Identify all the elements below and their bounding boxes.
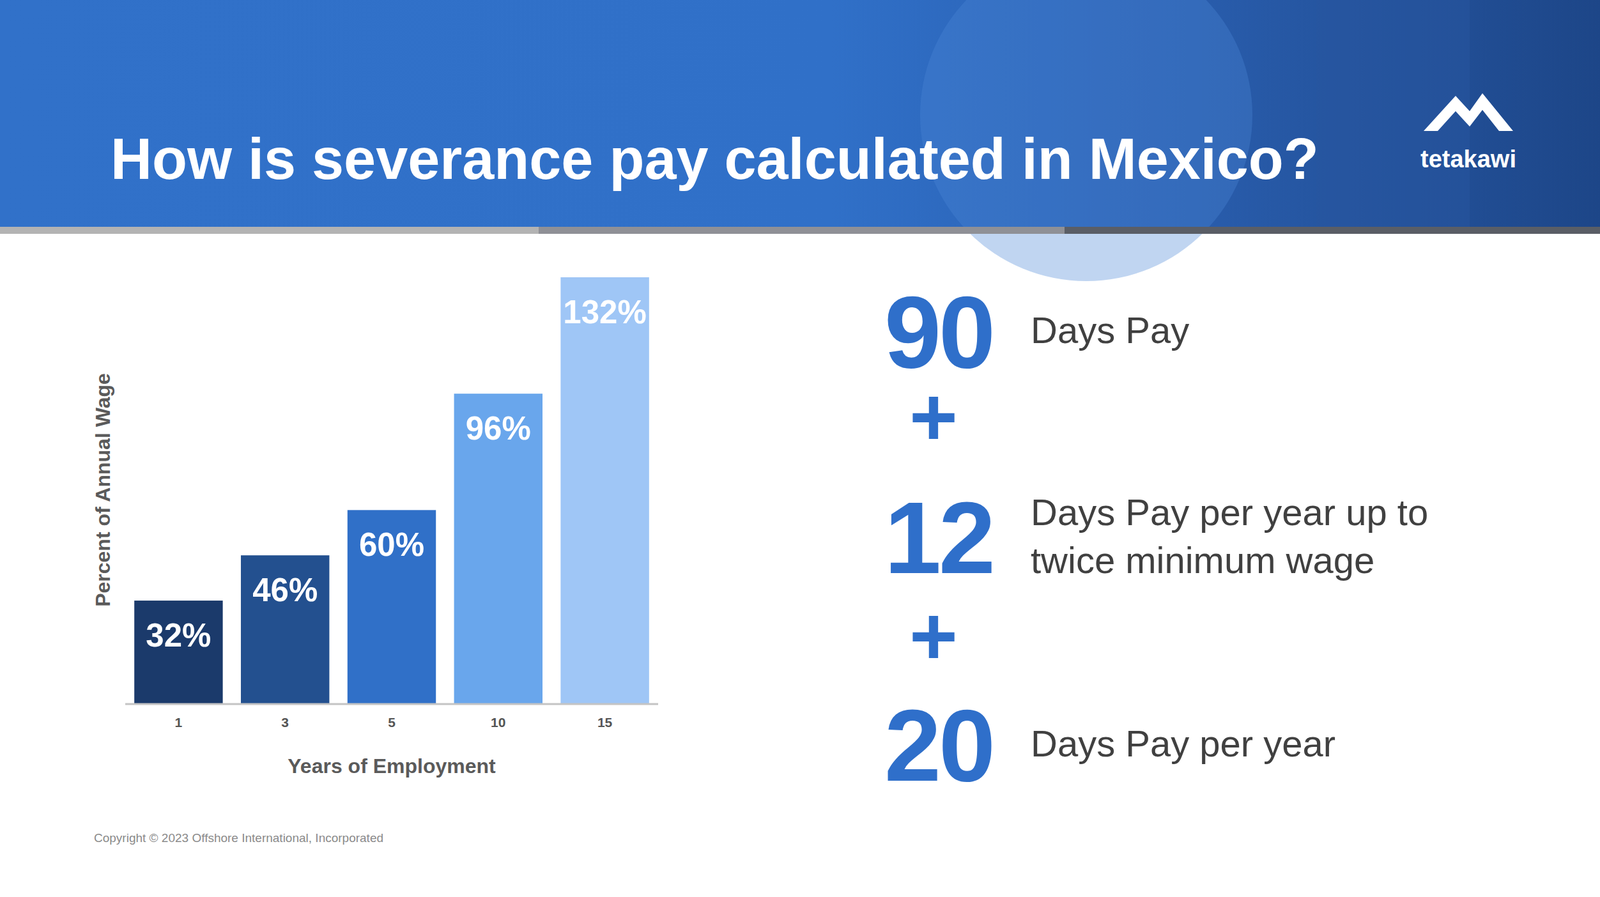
header-strip bbox=[0, 226, 539, 234]
term-text-line: Days Pay bbox=[1030, 309, 1190, 351]
title: How is severance pay calculated in Mexic… bbox=[110, 127, 1319, 192]
bars bbox=[134, 277, 650, 705]
header-band bbox=[0, 0, 1600, 227]
data-label: 32% bbox=[145, 617, 211, 654]
term-text: Days Pay bbox=[1030, 309, 1190, 351]
x-tick-label: 10 bbox=[490, 715, 506, 730]
term-text: Days Pay per year bbox=[1030, 722, 1336, 765]
logo-icon bbox=[1423, 93, 1514, 131]
operator: + bbox=[909, 589, 958, 683]
term-number: 20 bbox=[884, 688, 993, 803]
bar bbox=[134, 600, 223, 705]
x-tick-label: 5 bbox=[387, 715, 396, 730]
copyright: Copyright © 2023 Offshore International,… bbox=[93, 831, 384, 845]
x-tick-label: 3 bbox=[281, 715, 289, 730]
data-label: 46% bbox=[252, 571, 318, 609]
data-label: 60% bbox=[359, 526, 425, 563]
x-axis-line bbox=[125, 703, 659, 706]
header-strip bbox=[538, 226, 1065, 234]
operator: + bbox=[909, 369, 958, 464]
data-label: 132% bbox=[562, 293, 647, 331]
page: How is severance pay calculated in Mexic… bbox=[0, 0, 1600, 897]
bar bbox=[347, 509, 436, 705]
term-text-line: Days Pay per year bbox=[1030, 722, 1336, 765]
x-tick-label: 1 bbox=[175, 715, 183, 730]
x-tick-label: 15 bbox=[597, 715, 613, 730]
term-text: Days Pay per year up to twice minimum wag… bbox=[1030, 491, 1429, 581]
x-axis-title: Years of Employment bbox=[287, 754, 496, 778]
bar bbox=[240, 555, 330, 705]
term-text-line: Days Pay per year up to bbox=[1030, 491, 1429, 533]
y-axis-title: Percent of Annual Wage bbox=[91, 373, 115, 608]
bar bbox=[560, 277, 649, 705]
data-labels: 32% 46% 60% 96% 132% bbox=[145, 293, 647, 654]
data-label: 96% bbox=[465, 410, 531, 447]
term-number: 12 bbox=[884, 480, 993, 595]
bar bbox=[454, 393, 543, 705]
header-strip bbox=[1064, 226, 1600, 234]
logo-text: tetakawi bbox=[1420, 145, 1517, 173]
term-text-line: twice minimum wage bbox=[1030, 539, 1375, 581]
